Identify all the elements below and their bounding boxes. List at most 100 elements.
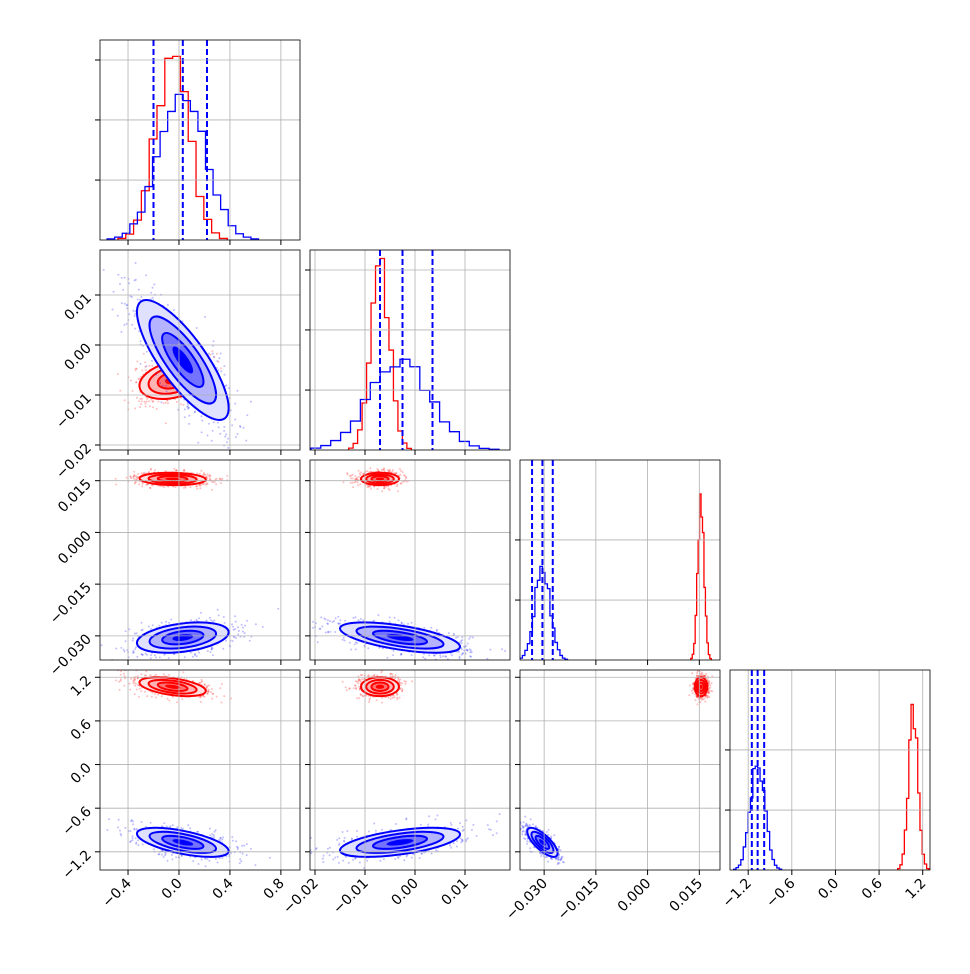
scatter-point-blue [151,360,153,362]
scatter-point-blue [246,620,248,622]
scatter-point-red [120,674,122,676]
scatter-point-blue [237,634,239,636]
scatter-point-blue [269,857,271,859]
y-tick-label: −0.02 [53,441,95,483]
scatter-point-red [141,400,143,402]
scatter-point-red [130,678,132,680]
scatter-point-red [396,485,398,487]
scatter-point-red [123,685,125,687]
scatter-point-blue [122,289,124,291]
scatter-point-blue [150,628,152,630]
scatter-point-red [157,694,159,696]
scatter-point-red [221,478,223,480]
scatter-point-blue [162,385,164,387]
scatter-point-blue [206,620,208,622]
scatter-point-red [203,472,205,474]
scatter-point-red [203,483,205,485]
scatter-point-blue [198,617,200,619]
scatter-point-blue [206,858,208,860]
scatter-point-red [135,475,137,477]
scatter-point-red [141,398,143,400]
scatter-point-blue [113,291,115,293]
scatter-point-blue [196,619,198,621]
scatter-point-red [208,684,210,686]
scatter-point-blue [428,654,430,656]
scatter-point-red [215,483,217,485]
scatter-point-red [183,487,185,489]
scatter-point-blue [136,632,138,634]
scatter-point-red [151,484,153,486]
scatter-point-red [352,482,354,484]
scatter-point-red [176,401,178,403]
scatter-point-blue [138,289,140,291]
scatter-point-blue [222,648,224,650]
scatter-point-blue [132,310,134,312]
panel-plot-area [97,468,279,662]
scatter-point-blue [170,619,172,621]
scatter-point-blue [152,297,154,299]
panel-plot-area [107,40,258,240]
scatter-point-blue [325,632,327,634]
scatter-point-red [152,406,154,408]
scatter-point-blue [145,653,147,655]
scatter-point-red [176,701,178,703]
scatter-point-red [211,698,213,700]
scatter-point-red [139,398,141,400]
scatter-point-red [359,473,361,475]
scatter-point-blue [108,818,110,820]
scatter-point-blue [101,644,103,646]
scatter-point-blue [126,323,128,325]
scatter-point-blue [245,440,247,442]
scatter-point-red [157,401,159,403]
scatter-point-blue [176,826,178,828]
scatter-point-red [134,407,136,409]
scatter-point-blue [213,340,215,342]
scatter-point-blue [163,654,165,656]
scatter-point-blue [150,292,152,294]
scatter-point-blue [329,631,331,633]
scatter-point-red [163,402,165,404]
scatter-point-red [167,402,169,404]
scatter-point-blue [360,618,362,620]
scatter-point-red [145,406,147,408]
scatter-point-blue [121,302,123,304]
scatter-point-red [175,486,177,488]
scatter-point-blue [242,454,244,456]
scatter-point-blue [208,423,210,425]
scatter-point-blue [329,620,331,622]
scatter-point-blue [218,426,220,428]
y-tick-label: 0.000 [55,528,95,568]
scatter-point-red [156,408,158,410]
scatter-point-blue [255,623,257,625]
scatter-point-red [135,683,137,685]
scatter-point-blue [323,617,325,619]
scatter-point-red [143,353,145,355]
scatter-point-blue [160,401,162,403]
scatter-point-blue [201,859,203,861]
scatter-point-blue [207,435,209,437]
scatter-point-red [119,390,121,392]
scatter-point-blue [411,622,413,624]
scatter-point-red [402,471,404,473]
y-tick-label: −0.01 [53,391,95,433]
scatter-point-red [145,670,147,672]
scatter-point-red [391,471,393,473]
scatter-point-blue [250,401,252,403]
scatter-point-blue [217,862,219,864]
scatter-point-red [206,474,208,476]
scatter-point-red [117,373,119,375]
scatter-point-blue [327,619,329,621]
scatter-point-red [134,678,136,680]
scatter-point-blue [235,840,237,842]
scatter-point-blue [308,631,310,633]
y-tick-label: 0.01 [61,291,94,324]
scatter-point-blue [398,619,400,621]
scatter-point-blue [442,655,444,657]
scatter-point-blue [235,637,237,639]
scatter-point-blue [190,652,192,654]
scatter-point-red [180,403,182,405]
scatter-point-red [196,488,198,490]
scatter-point-red [389,469,391,471]
scatter-point-red [143,472,145,474]
scatter-point-blue [255,864,257,866]
